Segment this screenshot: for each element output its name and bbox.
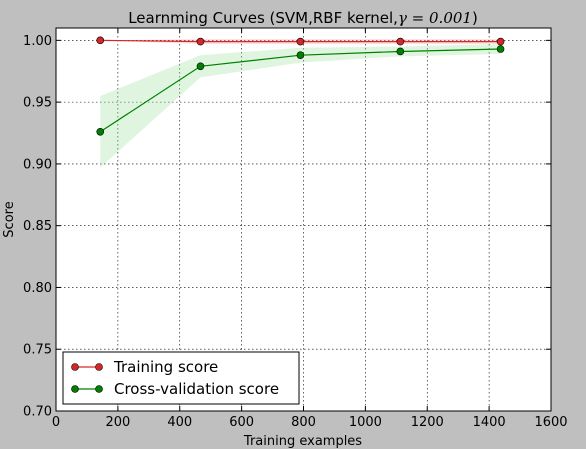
grid bbox=[56, 28, 551, 411]
data-point-cross-validation bbox=[396, 47, 405, 56]
x-axis-label: Training examples bbox=[243, 434, 362, 449]
legend-box bbox=[62, 351, 300, 405]
data-point-cross-validation bbox=[196, 62, 205, 71]
data-point-training bbox=[496, 37, 505, 46]
x-tick-label: 800 bbox=[291, 415, 316, 430]
chart-title-close: ) bbox=[472, 9, 478, 27]
data-point-training bbox=[396, 37, 405, 46]
legend-marker-training bbox=[71, 363, 79, 371]
series-points bbox=[96, 36, 505, 136]
legend-marker-cross-validation bbox=[71, 385, 79, 393]
y-axis-label: Score bbox=[2, 201, 17, 237]
x-tick-label: 1400 bbox=[473, 415, 506, 430]
legend: Training score Cross-validation score bbox=[62, 351, 300, 405]
chart-title: Learnming Curves (SVM,RBF kernel,γ = 0.0… bbox=[128, 9, 478, 27]
y-tick-label: 1.00 bbox=[23, 34, 52, 49]
x-tick-label: 0 bbox=[52, 415, 60, 430]
data-point-cross-validation bbox=[296, 51, 305, 59]
x-tick-label: 200 bbox=[105, 415, 130, 430]
x-tick-label: 1600 bbox=[534, 415, 567, 430]
data-point-training bbox=[96, 36, 105, 45]
data-point-cross-validation bbox=[496, 45, 505, 53]
legend-label-training: Training score bbox=[113, 358, 218, 376]
data-point-training bbox=[296, 37, 305, 46]
y-tick-label: 0.90 bbox=[23, 157, 52, 172]
y-tick-label: 0.95 bbox=[23, 96, 52, 111]
std-band-cross-validation bbox=[100, 44, 501, 168]
legend-marker-cross-validation bbox=[95, 385, 103, 393]
plot-area bbox=[56, 28, 551, 411]
legend-label-cross-validation: Cross-validation score bbox=[114, 380, 279, 398]
data-point-cross-validation bbox=[96, 127, 105, 136]
chart-title-math: γ = 0.001 bbox=[398, 9, 472, 27]
chart-title-text: Learnming Curves (SVM,RBF kernel, bbox=[128, 9, 398, 27]
y-tick-label: 0.85 bbox=[23, 219, 52, 234]
x-tick-label: 1000 bbox=[349, 415, 382, 430]
y-tick-label: 0.75 bbox=[23, 343, 52, 358]
x-tick-label: 400 bbox=[167, 415, 192, 430]
y-tick-label: 0.80 bbox=[23, 281, 52, 296]
legend-marker-training bbox=[95, 363, 103, 371]
axis-ticks: 0 200 400 600 800 1000 1200 1400 1600 0.70 0.75 0.8… bbox=[23, 28, 568, 430]
y-tick-label: 0.70 bbox=[23, 405, 52, 420]
x-tick-label: 600 bbox=[229, 415, 254, 430]
data-point-training bbox=[196, 37, 205, 46]
x-tick-label: 1200 bbox=[411, 415, 444, 430]
